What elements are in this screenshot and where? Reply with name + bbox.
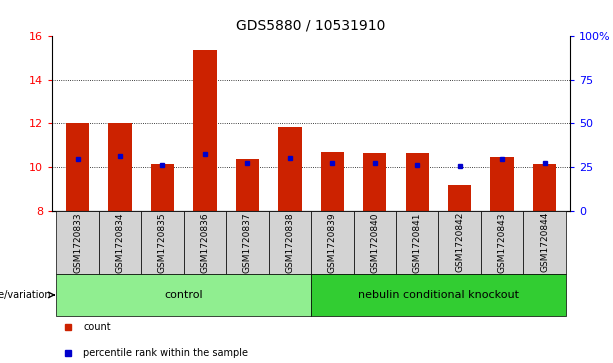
Bar [448, 185, 471, 211]
Text: genotype/variation: genotype/variation [0, 290, 51, 300]
FancyBboxPatch shape [396, 211, 438, 274]
Text: GSM1720839: GSM1720839 [328, 212, 337, 273]
FancyBboxPatch shape [524, 211, 566, 274]
FancyBboxPatch shape [438, 211, 481, 274]
Text: GSM1720844: GSM1720844 [540, 212, 549, 273]
Title: GDS5880 / 10531910: GDS5880 / 10531910 [237, 19, 386, 32]
Bar [490, 157, 514, 211]
Bar [109, 123, 132, 211]
Text: GSM1720833: GSM1720833 [73, 212, 82, 273]
Text: percentile rank within the sample: percentile rank within the sample [83, 348, 248, 358]
FancyBboxPatch shape [226, 211, 268, 274]
FancyBboxPatch shape [311, 274, 566, 316]
Text: count: count [83, 322, 111, 332]
FancyBboxPatch shape [141, 211, 184, 274]
Text: GSM1720842: GSM1720842 [455, 212, 464, 273]
Bar [278, 127, 302, 211]
Text: GSM1720835: GSM1720835 [158, 212, 167, 273]
FancyBboxPatch shape [268, 211, 311, 274]
Text: GSM1720838: GSM1720838 [286, 212, 294, 273]
Text: control: control [164, 290, 203, 300]
FancyBboxPatch shape [354, 211, 396, 274]
Text: GSM1720837: GSM1720837 [243, 212, 252, 273]
FancyBboxPatch shape [56, 274, 311, 316]
Text: GSM1720843: GSM1720843 [498, 212, 507, 273]
Bar [66, 123, 89, 211]
FancyBboxPatch shape [184, 211, 226, 274]
FancyBboxPatch shape [481, 211, 524, 274]
Text: GSM1720834: GSM1720834 [115, 212, 124, 273]
FancyBboxPatch shape [56, 211, 99, 274]
Bar [193, 50, 216, 211]
Bar [151, 164, 174, 211]
FancyBboxPatch shape [311, 211, 354, 274]
Bar [406, 153, 429, 211]
FancyBboxPatch shape [99, 211, 141, 274]
Text: nebulin conditional knockout: nebulin conditional knockout [358, 290, 519, 300]
Text: GSM1720840: GSM1720840 [370, 212, 379, 273]
Bar [321, 152, 344, 211]
Text: GSM1720836: GSM1720836 [200, 212, 210, 273]
Bar [236, 159, 259, 211]
Bar [363, 153, 386, 211]
Text: GSM1720841: GSM1720841 [413, 212, 422, 273]
Bar [533, 164, 556, 211]
